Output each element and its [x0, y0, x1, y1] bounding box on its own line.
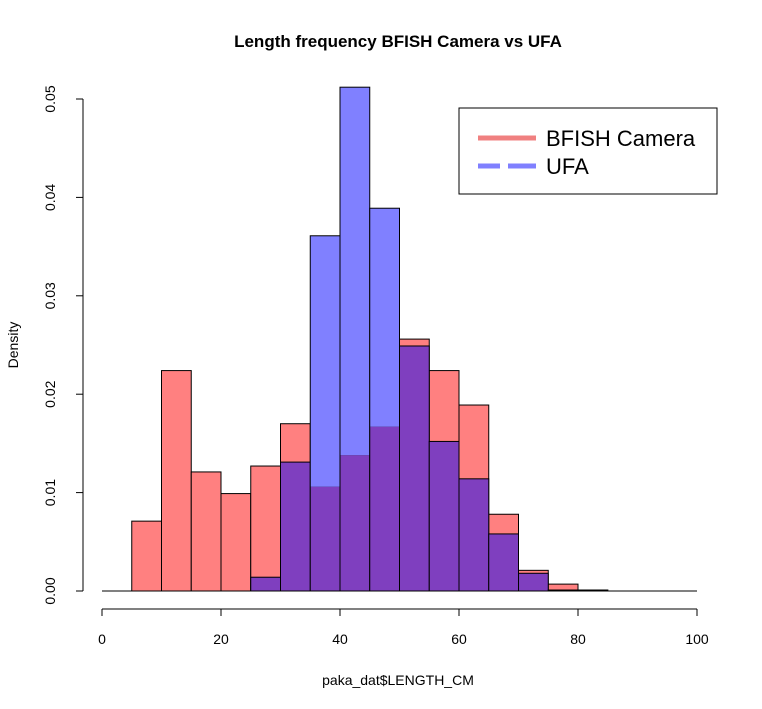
- bar-overlap: [459, 478, 489, 591]
- bar-bfish-camera: [250, 465, 281, 592]
- x-tick-label: 80: [570, 631, 586, 647]
- y-tick-label: 0.02: [42, 380, 58, 407]
- bar-overlap: [340, 455, 370, 591]
- x-tick-label: 20: [213, 631, 229, 647]
- x-tick-label: 100: [685, 631, 709, 647]
- overlap-bars: [250, 86, 609, 592]
- bar-bfish-camera: [190, 471, 222, 592]
- x-axis-label: paka_dat$LENGTH_CM: [322, 672, 474, 688]
- bar-overlap: [399, 345, 430, 591]
- y-tick-label: 0.03: [42, 282, 58, 309]
- x-tick-label: 60: [451, 631, 467, 647]
- chart-title: Length frequency BFISH Camera vs UFA: [234, 32, 562, 51]
- y-axis: 0.00 0.01 0.02 0.03 0.04 0.05: [42, 85, 84, 605]
- y-tick-label: 0.05: [42, 85, 58, 112]
- legend: BFISH Camera UFA: [458, 107, 718, 195]
- bar-bfish-camera: [161, 370, 192, 592]
- x-tick-label: 40: [332, 631, 348, 647]
- bar-bfish-camera: [131, 520, 162, 592]
- x-tick-label: 0: [98, 631, 106, 647]
- x-axis: 0 20 40 60 80 100: [98, 608, 709, 647]
- legend-box: [458, 107, 718, 195]
- legend-label-bfish-camera: BFISH Camera: [546, 126, 696, 151]
- bar-ufa: [340, 87, 370, 456]
- y-tick-label: 0.01: [42, 479, 58, 506]
- y-tick-label: 0.00: [42, 577, 58, 604]
- bar-overlap: [488, 533, 519, 591]
- bar-bfish-camera: [220, 493, 252, 592]
- y-axis-label: Density: [5, 322, 21, 369]
- bar-overlap: [429, 441, 459, 591]
- bar-overlap: [518, 573, 549, 591]
- bar-ufa: [310, 235, 340, 487]
- legend-label-ufa: UFA: [546, 154, 589, 179]
- y-tick-label: 0.04: [42, 184, 58, 211]
- bar-overlap: [280, 462, 311, 591]
- bar-ufa: [369, 208, 400, 427]
- bar-overlap: [369, 426, 400, 591]
- bar-overlap: [310, 486, 340, 591]
- bar-overlap: [250, 577, 281, 591]
